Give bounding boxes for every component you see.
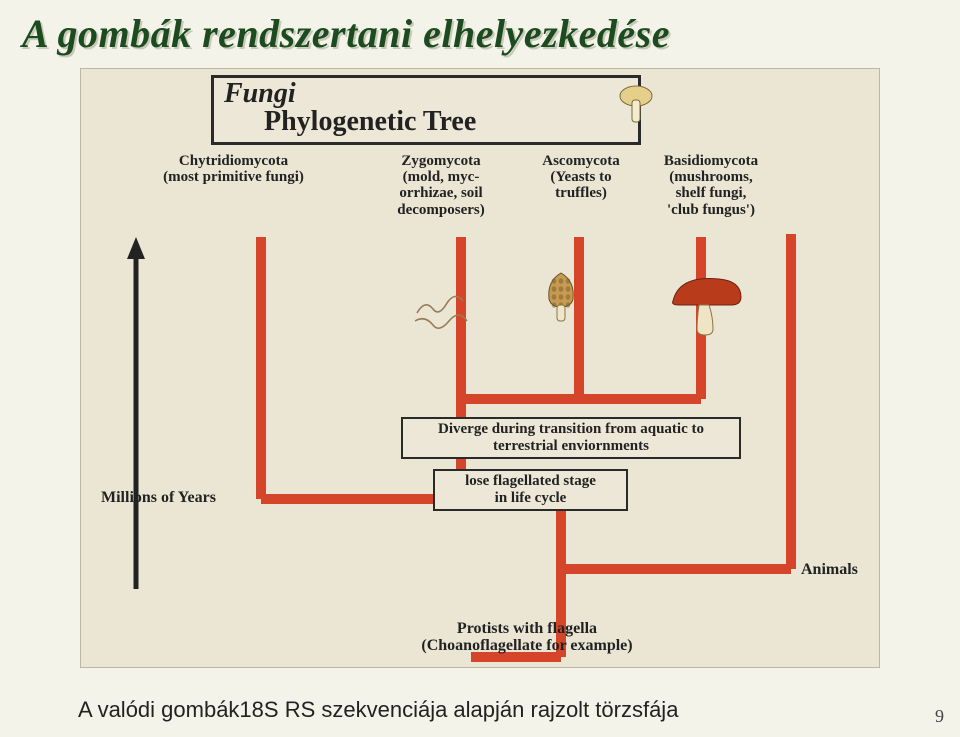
diagram-title-line1: Fungi (224, 80, 628, 108)
page-title: A gombák rendszertani elhelyezkedése (22, 10, 670, 57)
diagram-title-line2: Phylogenetic Tree (224, 108, 628, 136)
group-label-3: Basidiomycota (mushrooms, shelf fungi, '… (641, 153, 781, 218)
annot-flagellate-box: lose flagellated stage in life cycle (433, 469, 628, 511)
annot-diverge-box: Diverge during transition from aquatic t… (401, 417, 741, 459)
group-label-2: Ascomycota (Yeasts to truffles) (521, 153, 641, 202)
diagram-title-box: Fungi Phylogenetic Tree (211, 75, 641, 145)
phylo-diagram: Fungi Phylogenetic Tree Chytridiomycota … (80, 68, 880, 668)
protist-label: Protists with flagella (Choanoflagellate… (367, 621, 687, 655)
subtitle: A valódi gombák18S RS szekvenciája alapj… (78, 697, 678, 723)
timeline-label: Millions of Years (101, 489, 216, 507)
group-label-1: Zygomycota (mold, myc- orrhizae, soil de… (376, 153, 506, 218)
mushroom-icon (616, 82, 656, 128)
animals-label: Animals (801, 561, 858, 579)
group-label-0: Chytridiomycota (most primitive fungi) (146, 153, 321, 185)
page-number: 9 (935, 706, 944, 727)
